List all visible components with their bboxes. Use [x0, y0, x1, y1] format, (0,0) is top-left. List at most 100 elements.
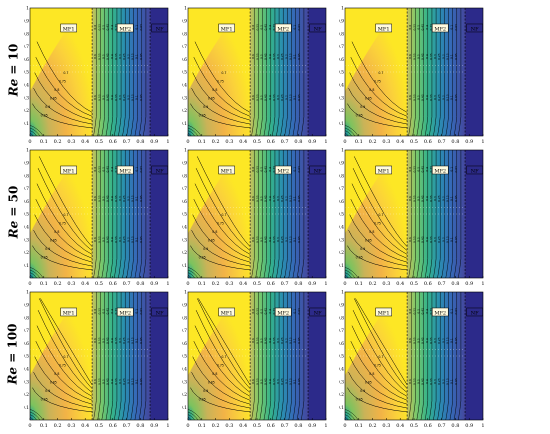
contour-line	[349, 214, 408, 263]
contour-label: 0.8	[54, 88, 59, 92]
contour-line	[347, 387, 408, 413]
contour-label: 0.85	[208, 96, 215, 100]
contour-label: 0.55	[97, 166, 101, 173]
contour-label: 0.1	[135, 309, 139, 314]
contour-label: 0.1	[450, 379, 454, 384]
contour-line	[93, 150, 97, 279]
contour-label: 0.5	[102, 338, 106, 343]
region-label: MF1	[378, 310, 390, 316]
x-tick-label: 0.1	[198, 281, 206, 287]
contour-label: 0.4	[110, 167, 114, 172]
contour-line	[33, 372, 93, 409]
contour-label: 0.5	[260, 379, 264, 384]
x-tick-label: 0.8	[451, 281, 459, 287]
y-tick-label: 0.5	[182, 70, 187, 76]
contour-label: 0.55	[97, 378, 101, 385]
y-tick-label: 0.7	[182, 186, 187, 192]
contour-panel: 0.950.90.850.80.750.70.60.60.60.550.550.…	[182, 6, 328, 145]
x-tick-label: 0.3	[225, 281, 233, 287]
x-tick-label: 0.5	[95, 139, 103, 145]
contour-line	[271, 150, 276, 279]
x-tick-label: 0.6	[424, 281, 432, 287]
contour-label: 0.5	[417, 237, 421, 242]
y-tick-label: 0.6	[339, 199, 344, 205]
contour-label: 0.15	[131, 94, 135, 101]
contour-label: 0.05	[297, 195, 301, 202]
contour-line	[280, 292, 284, 421]
contour-label: 0.15	[289, 195, 293, 202]
y-tick-label: 0.3	[339, 379, 344, 385]
contour-line	[138, 150, 143, 279]
contour-line	[34, 356, 93, 405]
contour-line	[138, 292, 143, 421]
region-label: MF1	[221, 168, 233, 174]
y-tick-label: 0.5	[24, 212, 29, 218]
contour-label: 0.1	[293, 309, 297, 314]
contour-label: 0.35	[272, 308, 276, 315]
contour-label: 0.25	[280, 53, 284, 60]
contour-line	[195, 168, 251, 251]
contour-label: 0.15	[131, 53, 135, 60]
contour-label: 0.4	[425, 54, 429, 59]
contour-label: 0.1	[450, 25, 454, 30]
contour-label: 0.9	[203, 247, 208, 251]
nf-region	[308, 150, 326, 278]
x-tick-label: 0.6	[267, 139, 275, 145]
contour-label: 0.6	[408, 338, 412, 343]
contour-label: 0.05	[297, 53, 301, 60]
contour-label: 0.9	[360, 105, 365, 109]
x-tick-label: 0.3	[382, 423, 390, 429]
contour-line	[251, 292, 255, 421]
contour-label: 0.75	[374, 363, 381, 367]
contour-label: 0.25	[437, 337, 441, 344]
contour-label: 0.05	[139, 378, 143, 385]
contour-label: 0.85	[50, 380, 57, 384]
y-tick-label: 0.6	[339, 57, 344, 63]
contour-label: 0.6	[93, 309, 97, 314]
contour-line	[193, 341, 251, 401]
contour-label: 0.4	[268, 237, 272, 242]
contour-line	[190, 245, 251, 271]
contour-label: 0.2	[284, 95, 288, 100]
contour-line	[412, 292, 416, 421]
contour-label: 0.95	[41, 255, 48, 259]
contour-label: 0.55	[412, 53, 416, 60]
y-tick-label: 0.4	[24, 225, 29, 231]
contour-label: 0.2	[126, 338, 130, 343]
contour-line	[437, 150, 441, 279]
contour-line	[350, 341, 408, 401]
nf-region	[150, 150, 168, 278]
y-tick-label: 0.9	[339, 303, 344, 309]
contour-line	[126, 150, 130, 279]
contour-label: 0.4	[110, 25, 114, 30]
x-tick-label: 0.3	[67, 281, 75, 287]
contour-label: 0.4	[110, 196, 114, 201]
contour-line	[35, 341, 93, 401]
x-tick-label: 1	[481, 423, 484, 429]
contour-line	[288, 292, 292, 421]
contour-label: 0.55	[97, 236, 101, 243]
contour-label: 0.6	[408, 379, 412, 384]
x-tick-label: 0.3	[225, 423, 233, 429]
contour-label: 0.95	[41, 113, 48, 117]
contour-label: 0.4	[268, 25, 272, 30]
contour-label: 0.25	[437, 236, 441, 243]
contour-line	[428, 8, 433, 137]
contour-label: 0.45	[106, 236, 110, 243]
contour-label: 0.45	[421, 53, 425, 60]
contour-label: 0.05	[139, 308, 143, 315]
y-tick-label: 0.8	[339, 173, 344, 179]
contour-line	[187, 133, 192, 137]
contour-label: 0.5	[417, 196, 421, 201]
contour-panel: 0.950.90.850.80.750.70.60.60.60.550.550.…	[24, 6, 170, 145]
x-tick-label: 1	[166, 281, 169, 287]
contour-label: 0.9	[45, 389, 50, 393]
contour-label: 0.45	[264, 236, 268, 243]
contour-line	[187, 130, 195, 137]
x-tick-label: 0	[186, 423, 189, 429]
contour-label: 0.6	[408, 95, 412, 100]
contour-label: 0.15	[131, 236, 135, 243]
contour-line	[113, 292, 118, 421]
contour-line	[105, 150, 109, 279]
x-tick-label: 0.5	[410, 281, 418, 287]
